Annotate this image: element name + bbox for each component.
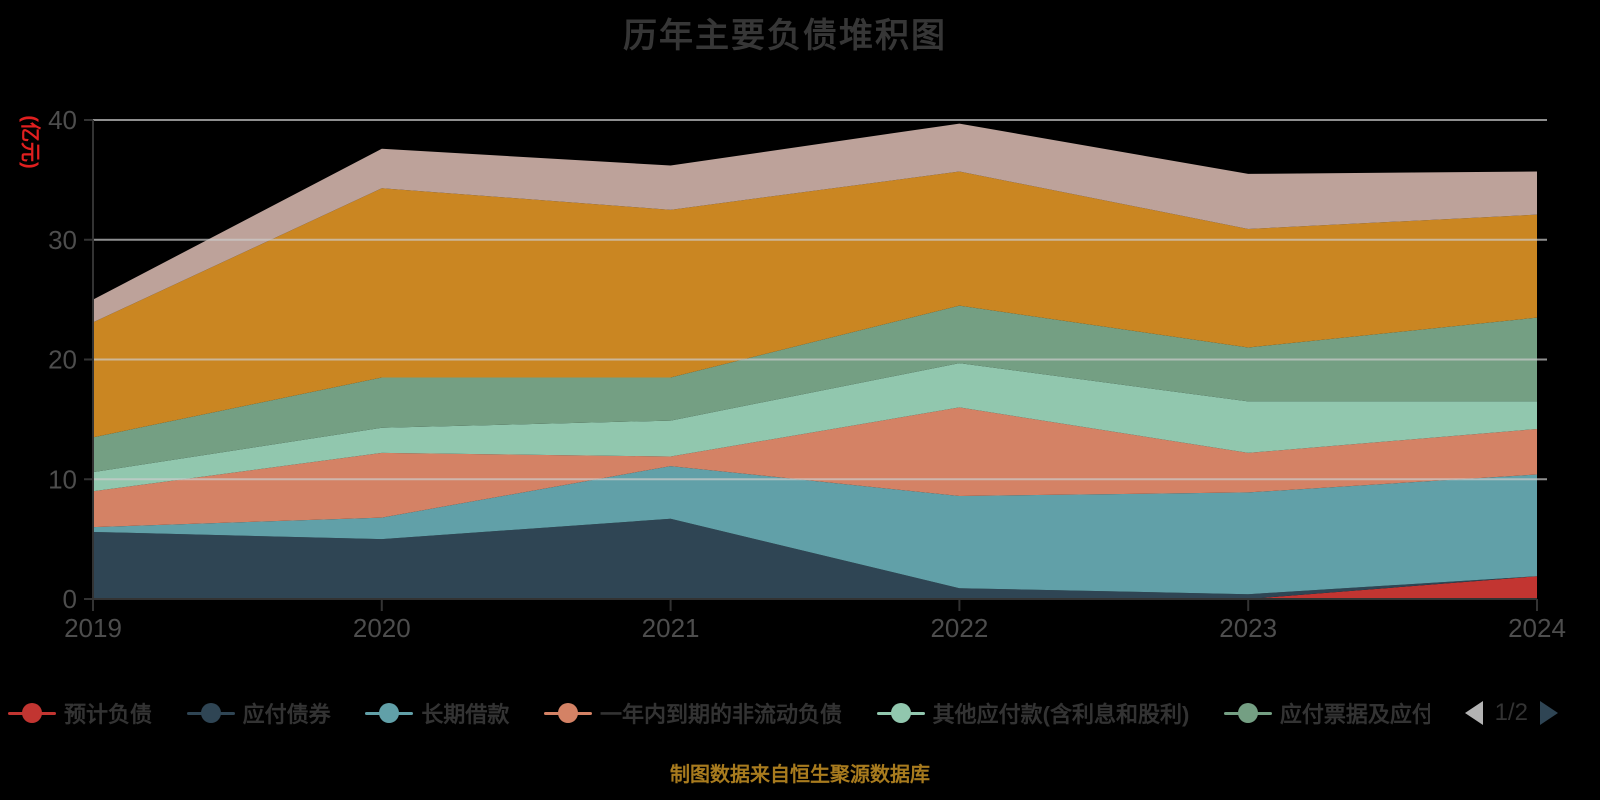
legend-label: 应付债券 [242, 702, 331, 727]
legend-item-长期借款[interactable]: 长期借款 [365, 697, 509, 729]
x-axis-label-2020: 2020 [353, 613, 411, 643]
legend-pager: 1/2 [1464, 699, 1558, 727]
legend-item-一年内到期的非流动负债[interactable]: 一年内到期的非流动负债 [543, 697, 842, 729]
x-axis-label-2019: 2019 [64, 613, 122, 643]
x-axis-label-2023: 2023 [1219, 613, 1277, 643]
legend-marker-icon [1223, 702, 1272, 724]
area-series8 [93, 123, 1537, 323]
legend-marker-icon [543, 702, 592, 724]
x-axis-label-2022: 2022 [930, 613, 988, 643]
legend-item-应付票据及应付账[interactable]: 应付票据及应付账 [1223, 697, 1430, 729]
y-axis-label-10: 10 [48, 464, 77, 494]
legend-label: 一年内到期的非流动负债 [599, 702, 842, 727]
legend-label: 预计负债 [64, 702, 153, 727]
y-axis-label-30: 30 [48, 225, 77, 255]
source-note: 制图数据来自恒生聚源数据库 [670, 764, 930, 786]
legend-bar: 预计负债 应付债券 长期借款 一年内到期的非流动负债 其他应付款(含利息和股利) 应付票据… [8, 697, 1558, 729]
legend-marker-icon [876, 702, 925, 724]
area-应付债券 [93, 518, 1537, 599]
legend-marker-icon [365, 702, 414, 724]
legend-label: 其他应付款(含利息和股利) [932, 702, 1190, 727]
area-其他应付款(含利息和股利) [93, 363, 1537, 492]
x-axis-label-2021: 2021 [642, 613, 700, 643]
legend-item-预计负债[interactable]: 预计负债 [8, 697, 152, 729]
legend-marker-icon [186, 702, 235, 724]
legend-page-indicator: 1/2 [1494, 699, 1528, 726]
area-预计负债 [93, 576, 1537, 599]
legend-label: 长期借款 [421, 702, 510, 727]
y-axis-label-20: 20 [48, 345, 77, 375]
legend-marker-icon [8, 702, 56, 724]
area-应付票据及应付账款 [93, 305, 1537, 473]
chart-title: 历年主要负债堆积图 [623, 17, 947, 55]
legend-next-page-icon[interactable] [1539, 701, 1558, 725]
area-series7 [93, 171, 1537, 438]
legend-prev-page-icon[interactable] [1464, 701, 1483, 725]
y-axis-label-40: 40 [48, 105, 77, 135]
legend-label: 应付票据及应付账 [1279, 702, 1430, 727]
x-axis-label-2024: 2024 [1508, 613, 1566, 643]
legend-item-应付债券[interactable]: 应付债券 [186, 697, 331, 729]
area-长期借款 [93, 466, 1537, 595]
y-axis-label-0: 0 [63, 584, 77, 614]
stacked-area-chart: 0 10 20 30 40 2019 2020 2021 2022 2023 2024 [48, 105, 1566, 643]
legend-item-其他应付款(含利息和股利)[interactable]: 其他应付款(含利息和股利) [876, 697, 1190, 729]
area-一年内到期的非流动负债 [93, 407, 1537, 528]
